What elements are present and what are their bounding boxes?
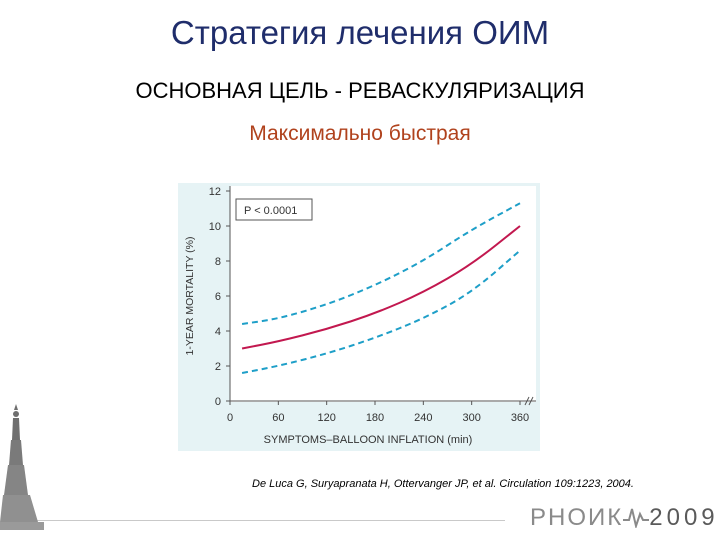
x-tick-label: 120 <box>317 412 335 424</box>
logo-year: 2009 <box>649 504 719 531</box>
x-tick-label: 60 <box>272 412 284 424</box>
series-layer <box>241 202 521 374</box>
slide-title: Стратегия лечения ОИМ <box>170 14 550 51</box>
y-tick-label: 10 <box>209 221 221 233</box>
rnoik-logo: РНОИК 2009 <box>530 504 719 532</box>
x-tick-label: 360 <box>511 412 529 424</box>
logo-pulse-icon <box>623 504 650 531</box>
footer-divider <box>35 520 505 521</box>
axis-break-mark <box>528 396 534 406</box>
p-value-frame <box>235 198 313 221</box>
y-axis: 0 2 4 6 8 10 12 <box>209 186 231 408</box>
x-axis: 0 60 120 180 240 300 360 <box>227 396 536 424</box>
y-tick-label: 4 <box>215 326 221 338</box>
y-tick-label: 12 <box>209 186 221 198</box>
ci-curve-0 <box>241 202 521 325</box>
x-tick-label: 240 <box>414 412 432 424</box>
x-tick-label: 180 <box>366 412 384 424</box>
slide-tagline: Максимально быстрая <box>249 122 471 145</box>
x-tick-label: 0 <box>227 412 233 424</box>
slide-subtitle: ОСНОВНАЯ ЦЕЛЬ - РЕВАСКУЛЯРИЗАЦИЯ <box>135 78 585 103</box>
logo-text: РНОИК <box>530 504 624 531</box>
ci-curve-2 <box>241 249 521 374</box>
citation: De Luca G, Suryapranata H, Ottervanger J… <box>252 478 634 490</box>
mortality-curve <box>241 225 521 350</box>
x-tick-label: 300 <box>462 412 480 424</box>
axis-break-mark <box>524 396 530 406</box>
x-axis-label: SYMPTOMS–BALLOON INFLATION (min) <box>264 434 473 446</box>
tower-logo-icon <box>0 404 44 530</box>
p-value-label: P < 0.0001 <box>244 205 297 217</box>
p-value-box: P < 0.0001 <box>235 198 313 221</box>
y-tick-label: 6 <box>215 291 221 303</box>
y-axis-label: 1-YEAR MORTALITY (%) <box>184 236 196 355</box>
y-tick-label: 8 <box>215 256 221 268</box>
y-tick-label: 2 <box>215 361 221 373</box>
y-tick-label: 0 <box>215 396 221 408</box>
mortality-chart: 0 2 4 6 8 10 12 0 60 120 180 240 300 360 P < 0.0001 … <box>178 183 540 451</box>
